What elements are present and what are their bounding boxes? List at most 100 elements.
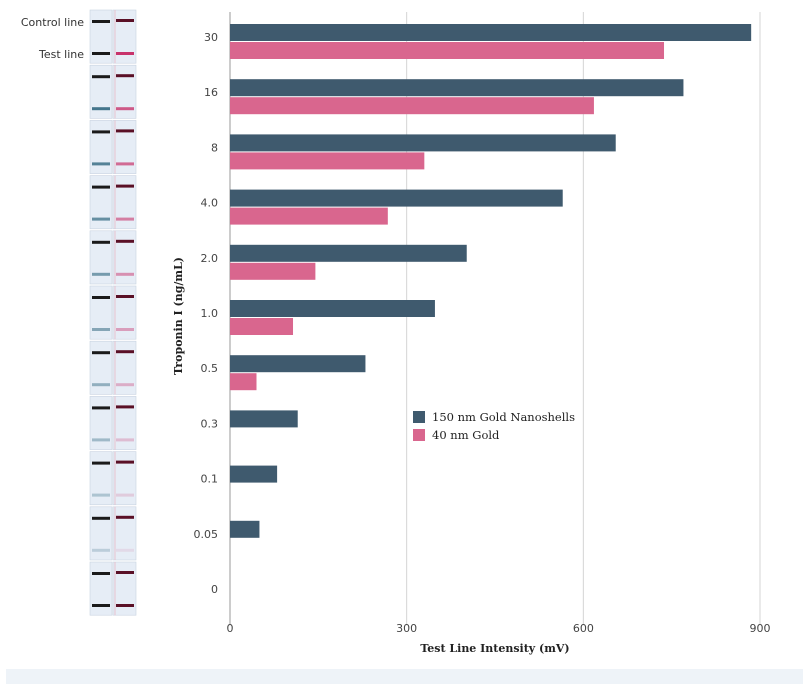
bar-nanoshells xyxy=(230,189,563,207)
strip-window xyxy=(89,64,113,119)
test-line xyxy=(92,438,110,442)
test-line xyxy=(92,493,110,497)
y-tick-label: 0.1 xyxy=(201,473,219,486)
bar-nanoshells xyxy=(230,355,366,373)
y-tick-label: 0.3 xyxy=(201,417,219,430)
test-line xyxy=(92,162,110,166)
control-line xyxy=(116,405,134,409)
bar-nanoshells xyxy=(230,300,435,317)
x-tick-label: 600 xyxy=(573,622,594,635)
test-line xyxy=(92,217,110,221)
y-tick-label: 1.0 xyxy=(201,307,219,320)
strip-window xyxy=(89,175,113,230)
control-line xyxy=(92,516,110,520)
test-line xyxy=(92,107,110,111)
x-tick-label: 300 xyxy=(396,622,417,635)
control-line xyxy=(92,461,110,465)
y-axis-title: Troponin I (ng/mL) xyxy=(172,257,185,375)
test-line xyxy=(92,328,110,331)
control-line-label: Control line xyxy=(20,16,84,29)
strip-window xyxy=(112,340,137,395)
test-line xyxy=(116,438,134,442)
control-line xyxy=(116,515,134,519)
y-tick-label: 2.0 xyxy=(201,252,219,265)
strip-window xyxy=(112,285,137,340)
y-tick-label: 16 xyxy=(204,86,218,99)
control-line xyxy=(92,75,110,79)
y-tick-label: 0 xyxy=(211,583,218,596)
control-line xyxy=(92,130,110,134)
test-line xyxy=(92,604,110,607)
strip-window xyxy=(89,561,113,616)
control-line xyxy=(92,406,110,410)
strip-window xyxy=(89,285,113,340)
control-line xyxy=(116,184,134,188)
test-line-label: Test line xyxy=(38,48,84,61)
test-line xyxy=(116,217,134,221)
bar-40nm-gold xyxy=(230,373,257,391)
strip-window xyxy=(89,506,113,561)
bar-nanoshells xyxy=(230,24,752,41)
control-line xyxy=(116,460,134,464)
bar-40nm-gold xyxy=(230,152,425,170)
y-tick-label: 30 xyxy=(204,31,218,44)
control-line xyxy=(116,239,134,243)
test-line xyxy=(116,162,134,166)
strip-window xyxy=(112,9,137,64)
bar-40nm-gold xyxy=(230,318,294,335)
strip-window xyxy=(89,230,113,285)
control-line xyxy=(116,19,134,22)
control-line xyxy=(92,351,110,355)
strip-window xyxy=(112,561,137,616)
test-line xyxy=(116,548,134,552)
strip-window xyxy=(112,451,137,506)
control-line xyxy=(116,74,134,78)
bar-40nm-gold xyxy=(230,97,594,115)
legend-label: 40 nm Gold xyxy=(432,428,500,442)
control-line xyxy=(92,185,110,189)
test-line xyxy=(116,383,134,387)
strip-window xyxy=(89,9,113,64)
legend-swatch xyxy=(413,411,425,423)
strip-window xyxy=(89,340,113,395)
control-line xyxy=(92,240,110,244)
test-line xyxy=(92,52,110,55)
test-line xyxy=(116,493,134,497)
bar-nanoshells xyxy=(230,520,260,538)
x-tick-label: 0 xyxy=(227,622,234,635)
control-line xyxy=(92,296,110,299)
strip-window xyxy=(112,120,137,174)
legend-label: 150 nm Gold Nanoshells xyxy=(432,410,575,424)
y-tick-label: 8 xyxy=(211,141,218,154)
bar-chart: 30 16 8 4.0 2.0 1.0 0.5 0.3 0.1 0.05 0 0 300 600 900 Te… xyxy=(89,9,771,655)
test-strip-panel: Control line Test line xyxy=(0,0,160,630)
control-line xyxy=(116,350,134,354)
strip-window xyxy=(89,451,113,506)
footer-bar xyxy=(6,669,803,684)
test-line xyxy=(116,107,134,111)
test-line xyxy=(116,272,134,276)
bar-nanoshells xyxy=(230,79,684,97)
bar-40nm-gold xyxy=(230,42,665,59)
x-tick-label: 900 xyxy=(750,622,771,635)
strip-window xyxy=(112,175,137,230)
bar-nanoshells xyxy=(230,134,616,152)
bar-nanoshells xyxy=(230,465,278,483)
test-line xyxy=(92,383,110,387)
strip-window xyxy=(89,120,113,174)
test-line xyxy=(116,328,134,331)
control-line xyxy=(92,20,110,23)
control-line xyxy=(116,295,134,298)
test-line xyxy=(92,548,110,552)
legend-swatch xyxy=(413,429,425,441)
y-tick-label: 0.5 xyxy=(201,362,219,375)
strip-window xyxy=(112,230,137,285)
y-tick-label: 0.05 xyxy=(194,528,219,541)
strip-window xyxy=(112,396,137,450)
control-line xyxy=(116,129,134,133)
x-axis-title: Test Line Intensity (mV) xyxy=(420,642,569,655)
bar-nanoshells xyxy=(230,244,467,262)
bar-40nm-gold xyxy=(230,262,316,280)
control-line xyxy=(116,571,134,574)
strip-window xyxy=(112,64,137,119)
